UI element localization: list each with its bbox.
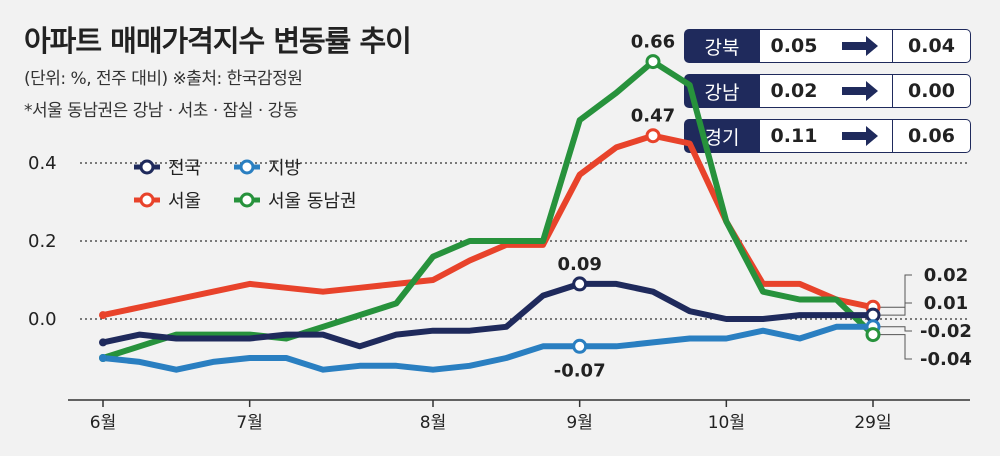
x-tick-label: 7월 bbox=[236, 413, 262, 433]
x-tick-label: 9월 bbox=[566, 413, 592, 433]
legend-marker bbox=[239, 159, 255, 175]
legend-marker bbox=[239, 192, 255, 208]
leader-line bbox=[873, 274, 912, 308]
leader-line bbox=[873, 302, 912, 316]
right-arrow-icon bbox=[828, 126, 892, 146]
summary-to: 0.00 bbox=[892, 75, 970, 107]
series-line-seoul bbox=[100, 132, 876, 319]
legend-label: 전국 bbox=[168, 158, 201, 179]
summary-from: 0.05 bbox=[770, 35, 818, 57]
summary-to: 0.04 bbox=[892, 30, 970, 62]
legend-label: 지방 bbox=[268, 158, 301, 179]
end-value-label: -0.04 bbox=[920, 349, 972, 370]
data-label: 0.47 bbox=[631, 106, 675, 127]
summary-from: 0.02 bbox=[770, 80, 818, 102]
summary-row-gyeonggi: 경기 0.11 0.06 bbox=[684, 119, 971, 153]
summary-values: 0.05 0.04 bbox=[760, 29, 971, 63]
right-arrow-icon bbox=[828, 81, 892, 101]
series-start-marker bbox=[99, 354, 107, 362]
legend-label: 서울 bbox=[168, 191, 201, 212]
data-label: 0.09 bbox=[557, 254, 601, 275]
legend-marker bbox=[139, 192, 155, 208]
summary-to: 0.06 bbox=[892, 120, 970, 152]
summary-from: 0.11 bbox=[770, 125, 818, 147]
unit-source-note: (단위: %, 전주 대비) ※출처: 한국감정원 bbox=[24, 69, 303, 89]
summary-row-gangnam: 강남 0.02 0.00 bbox=[684, 74, 971, 108]
summary-values: 0.02 0.00 bbox=[760, 74, 971, 108]
y-tick-label: 0.4 bbox=[28, 153, 57, 174]
chart-title: 아파트 매매가격지수 변동률 추이 bbox=[24, 24, 412, 58]
legend-label: 서울 동남권 bbox=[268, 191, 357, 212]
x-tick-label: 6월 bbox=[90, 413, 116, 433]
series-start-marker bbox=[99, 338, 107, 347]
data-label: 0.66 bbox=[631, 32, 675, 53]
data-point-marker bbox=[645, 128, 661, 144]
legend-marker bbox=[139, 159, 155, 175]
data-label: -0.07 bbox=[554, 360, 606, 381]
end-point-marker bbox=[865, 327, 881, 343]
x-tick-label: 10월 bbox=[708, 413, 745, 433]
y-tick-label: 0.0 bbox=[28, 309, 57, 330]
end-value-label: -0.02 bbox=[920, 321, 972, 342]
end-value-label: 0.01 bbox=[924, 293, 968, 314]
summary-values: 0.11 0.06 bbox=[760, 119, 971, 153]
y-tick-label: 0.2 bbox=[28, 231, 57, 252]
summary-region: 경기 bbox=[684, 119, 760, 153]
summary-region: 강북 bbox=[684, 29, 760, 63]
series-start-marker bbox=[99, 311, 107, 320]
data-point-marker bbox=[645, 54, 661, 70]
x-tick-label: 8월 bbox=[420, 413, 446, 433]
end-value-label: 0.02 bbox=[924, 265, 968, 286]
series-line-nation bbox=[100, 280, 876, 350]
data-point-marker bbox=[572, 338, 588, 354]
data-point-marker bbox=[572, 276, 588, 292]
leader-line bbox=[873, 326, 912, 332]
x-tick-label: 29일 bbox=[854, 413, 891, 433]
summary-row-gangbuk: 강북 0.05 0.04 bbox=[684, 29, 971, 63]
right-arrow-icon bbox=[828, 36, 892, 56]
region-footnote: *서울 동남권은 강남 · 서초 · 잠실 · 강동 bbox=[24, 101, 298, 121]
series-line-regional bbox=[100, 323, 876, 373]
series-line-southeast bbox=[100, 58, 876, 361]
leader-line bbox=[873, 334, 912, 360]
